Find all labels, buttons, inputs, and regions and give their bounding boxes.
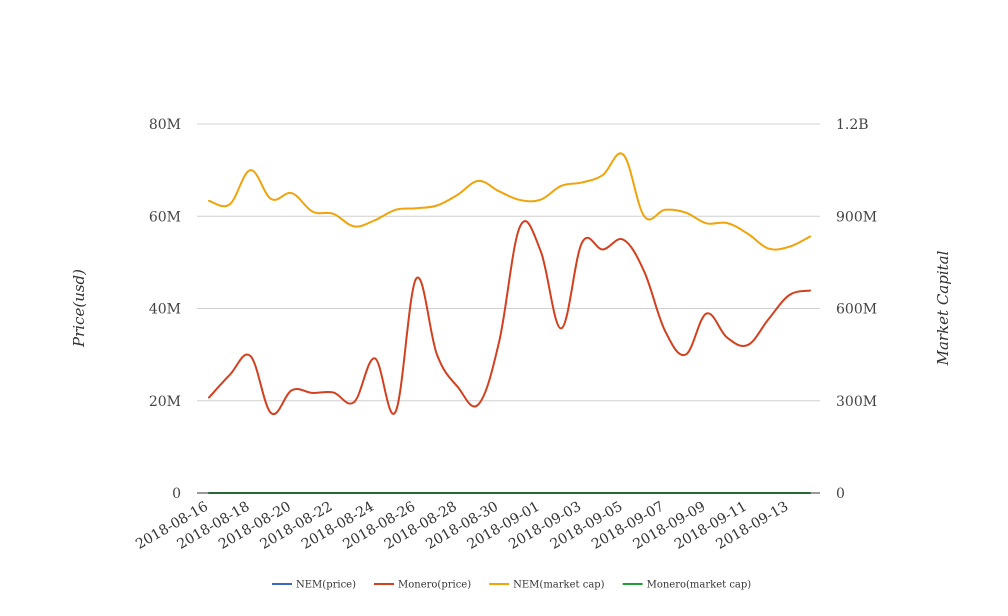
legend-label: NEM(market cap) xyxy=(513,580,605,591)
legend-label: Monero(market cap) xyxy=(647,580,752,591)
right-y-tick-label: 1.2B xyxy=(836,117,869,133)
legend-item: NEM(market cap) xyxy=(489,580,605,591)
legend: NEM(price) Monero(price) NEM(market cap) Mo… xyxy=(272,580,751,591)
left-y-tick-label: 80M xyxy=(149,117,181,133)
left-y-axis-title: Price(usd) xyxy=(70,269,88,348)
right-y-axis-title: Market Capital xyxy=(934,250,952,366)
legend-label: NEM(price) xyxy=(296,580,356,591)
left-y-tick-label: 20M xyxy=(149,394,181,410)
legend-item: Monero(price) xyxy=(374,580,471,591)
right-y-axis-ticks: 0 300M 600M 900M 1.2B xyxy=(836,117,877,502)
right-y-tick-label: 0 xyxy=(836,486,845,502)
legend-item: NEM(price) xyxy=(272,580,356,591)
series-line-nem-market-cap xyxy=(208,152,811,251)
right-y-tick-label: 900M xyxy=(836,209,877,225)
x-axis-ticks: 2018-08-162018-08-182018-08-202018-08-22… xyxy=(133,499,791,553)
right-y-tick-label: 300M xyxy=(836,394,877,410)
series-line-monero-price xyxy=(208,220,811,416)
left-y-tick-label: 0 xyxy=(172,486,181,502)
right-y-tick-label: 600M xyxy=(836,302,877,318)
left-y-axis-ticks: 0 20M 40M 60M 80M xyxy=(149,117,181,502)
legend-item: Monero(market cap) xyxy=(622,580,752,591)
left-y-tick-label: 40M xyxy=(149,302,181,318)
left-y-tick-label: 60M xyxy=(149,209,181,225)
series-lines xyxy=(208,152,811,495)
gridlines xyxy=(197,123,820,402)
legend-label: Monero(price) xyxy=(398,580,471,591)
